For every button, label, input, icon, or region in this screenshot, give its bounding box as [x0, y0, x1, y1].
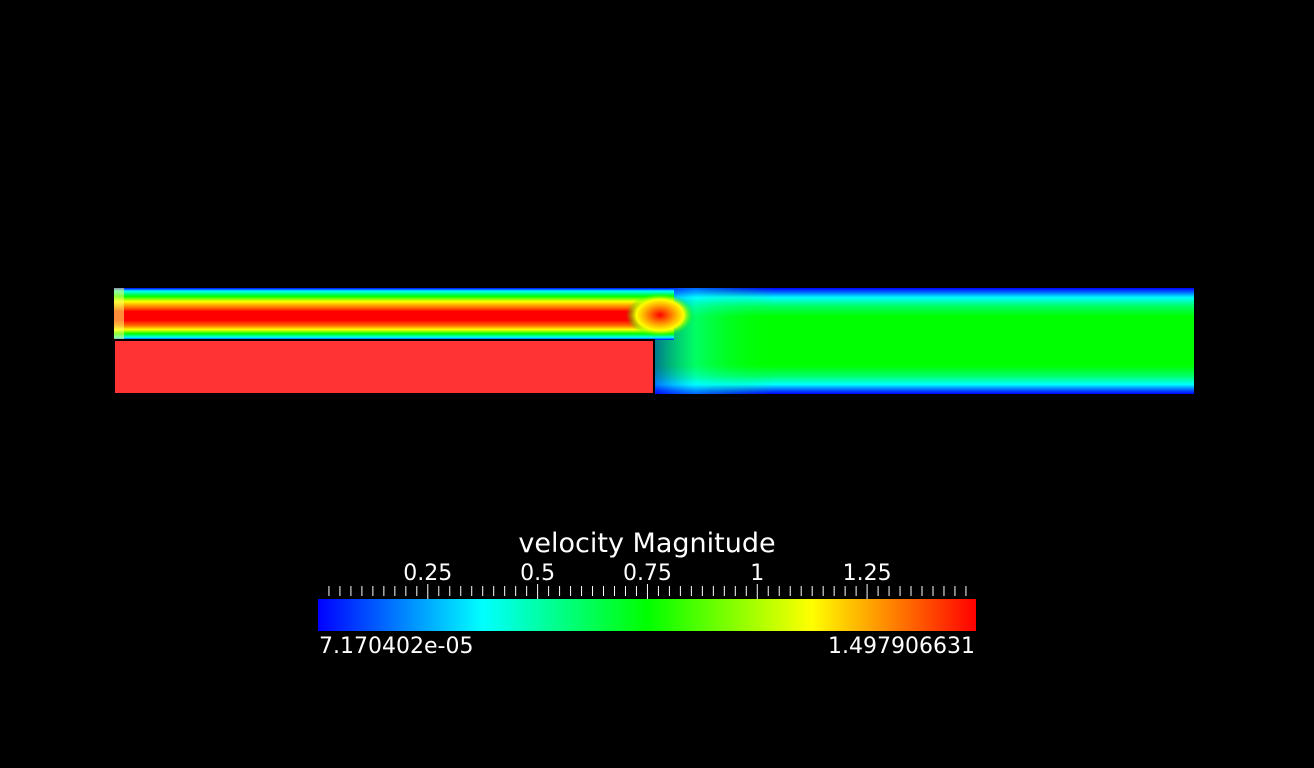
solid-step-block: [113, 339, 655, 395]
tick-label: 0.75: [622, 561, 672, 586]
range-max-label: 1.497906631: [828, 634, 975, 659]
range-min-label: 7.170402e-05: [319, 634, 474, 659]
inlet-entry: [114, 288, 124, 340]
color-bar-gradient: [318, 599, 976, 631]
legend-title: velocity Magnitude: [518, 528, 776, 559]
tick-label: 1.25: [842, 561, 892, 586]
tick-label: 0.25: [403, 561, 453, 586]
jet-tip-glow: [626, 293, 694, 337]
tick-label: 1: [750, 561, 765, 586]
tick-label: 0.5: [520, 561, 556, 586]
inlet-channel: [114, 288, 674, 340]
legend-tick-marks: [328, 584, 967, 600]
color-bar: [318, 599, 976, 631]
